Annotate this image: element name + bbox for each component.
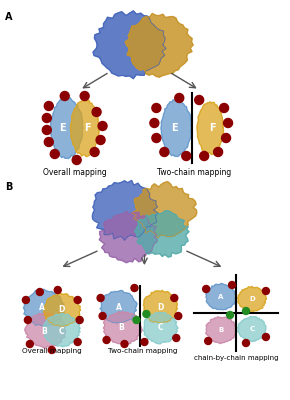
Circle shape xyxy=(242,308,249,314)
Polygon shape xyxy=(132,182,197,238)
Circle shape xyxy=(262,288,269,294)
Circle shape xyxy=(203,286,210,292)
Polygon shape xyxy=(44,314,80,347)
Circle shape xyxy=(60,92,69,100)
Text: D: D xyxy=(59,306,65,314)
Text: Overall mapping: Overall mapping xyxy=(22,348,82,354)
Circle shape xyxy=(44,102,53,110)
Text: E: E xyxy=(171,123,177,133)
Circle shape xyxy=(36,288,43,296)
Circle shape xyxy=(24,316,31,324)
Circle shape xyxy=(143,310,150,318)
Polygon shape xyxy=(237,316,266,342)
Circle shape xyxy=(152,134,161,142)
Text: C: C xyxy=(157,324,163,332)
Circle shape xyxy=(175,94,184,102)
Circle shape xyxy=(152,104,161,112)
Circle shape xyxy=(133,316,140,324)
Text: B: B xyxy=(218,327,224,333)
Circle shape xyxy=(214,148,223,156)
Circle shape xyxy=(74,338,81,346)
Text: F: F xyxy=(209,123,215,133)
Circle shape xyxy=(131,284,138,292)
Polygon shape xyxy=(103,312,142,344)
Text: B: B xyxy=(5,182,12,192)
Text: B: B xyxy=(119,324,124,332)
Circle shape xyxy=(72,156,81,164)
Text: A: A xyxy=(5,12,12,22)
Polygon shape xyxy=(50,97,83,158)
Circle shape xyxy=(226,312,233,318)
Text: C: C xyxy=(249,326,255,332)
Polygon shape xyxy=(144,290,177,324)
Circle shape xyxy=(48,346,55,354)
Polygon shape xyxy=(43,293,80,326)
Polygon shape xyxy=(238,286,267,312)
Circle shape xyxy=(121,340,128,348)
Circle shape xyxy=(42,126,51,134)
Text: D: D xyxy=(249,296,255,302)
Circle shape xyxy=(173,334,180,342)
Circle shape xyxy=(182,152,191,160)
Text: chain-by-chain mapping: chain-by-chain mapping xyxy=(194,355,278,361)
Text: C: C xyxy=(59,326,65,336)
Circle shape xyxy=(160,148,169,156)
Polygon shape xyxy=(161,100,192,156)
Circle shape xyxy=(80,92,89,100)
Text: E: E xyxy=(59,123,66,133)
Circle shape xyxy=(97,294,104,302)
Text: Overall mapping: Overall mapping xyxy=(43,168,106,177)
Text: A: A xyxy=(218,294,224,300)
Circle shape xyxy=(99,312,106,320)
Circle shape xyxy=(220,104,229,112)
Text: A: A xyxy=(39,304,45,312)
Circle shape xyxy=(76,316,83,324)
Circle shape xyxy=(96,136,105,144)
Circle shape xyxy=(141,338,148,346)
Text: B: B xyxy=(41,326,47,336)
Polygon shape xyxy=(23,289,65,326)
Circle shape xyxy=(200,152,209,160)
Polygon shape xyxy=(135,211,189,257)
Polygon shape xyxy=(144,312,178,344)
Polygon shape xyxy=(25,312,66,348)
Circle shape xyxy=(44,138,53,146)
Text: A: A xyxy=(116,302,122,312)
Circle shape xyxy=(103,336,110,344)
Polygon shape xyxy=(206,317,237,344)
Text: F: F xyxy=(84,123,91,133)
Circle shape xyxy=(22,296,29,304)
Polygon shape xyxy=(100,290,137,323)
Circle shape xyxy=(229,282,235,288)
Circle shape xyxy=(42,114,51,122)
Circle shape xyxy=(54,286,61,294)
Text: D: D xyxy=(157,302,164,312)
Circle shape xyxy=(224,118,233,128)
Circle shape xyxy=(90,148,99,156)
Circle shape xyxy=(50,150,59,158)
Circle shape xyxy=(74,296,81,304)
Circle shape xyxy=(222,134,231,142)
Polygon shape xyxy=(206,283,236,310)
Polygon shape xyxy=(92,180,158,240)
Circle shape xyxy=(26,340,33,348)
Circle shape xyxy=(205,338,212,344)
Circle shape xyxy=(195,96,204,104)
Polygon shape xyxy=(70,100,99,157)
Polygon shape xyxy=(125,14,193,77)
Circle shape xyxy=(150,118,159,128)
Circle shape xyxy=(175,312,182,320)
Circle shape xyxy=(92,108,101,116)
Circle shape xyxy=(262,334,269,340)
Text: Two-chain mapping: Two-chain mapping xyxy=(157,168,231,177)
Polygon shape xyxy=(99,211,157,263)
Circle shape xyxy=(98,122,107,130)
Polygon shape xyxy=(93,11,166,79)
Text: Two-chain mapping: Two-chain mapping xyxy=(108,348,177,354)
Circle shape xyxy=(171,294,178,302)
Polygon shape xyxy=(197,102,224,154)
Circle shape xyxy=(242,340,249,346)
